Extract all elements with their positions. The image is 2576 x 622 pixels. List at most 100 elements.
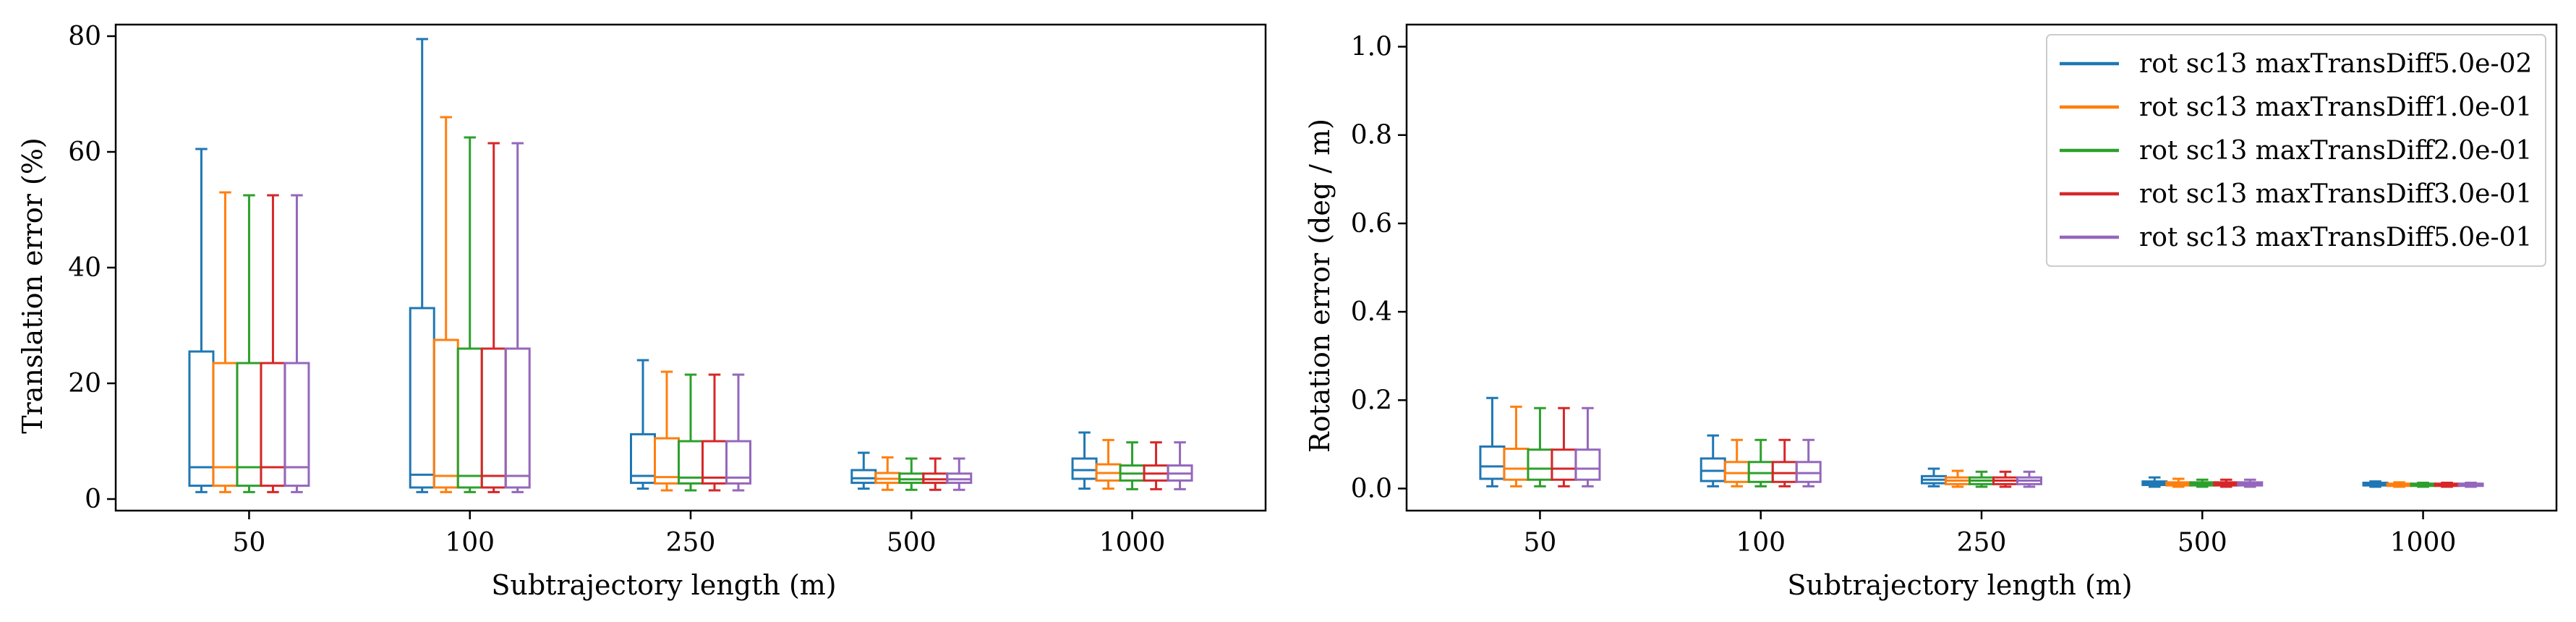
plot-frame	[1405, 23, 2558, 512]
box-plot	[2165, 477, 2192, 488]
box-plot	[188, 148, 215, 493]
x-tick-label: 500	[887, 528, 937, 558]
iqr-box	[898, 472, 925, 485]
box-plot	[2016, 470, 2042, 488]
box-plot	[409, 38, 435, 493]
box-plot	[1071, 431, 1098, 490]
box-plot	[480, 142, 507, 493]
iqr-box	[1574, 448, 1601, 481]
box-plot	[2410, 482, 2436, 488]
plot-marks: 0.0 0.2 0.4 0.6 0.8 1.0 50 100 250 500 1000	[1351, 33, 2484, 558]
box-plot	[850, 451, 877, 490]
x-axis-label: Subtrajectory length (m)	[1787, 569, 2132, 601]
box-plot	[456, 136, 483, 493]
y-tick-label: 80	[68, 22, 101, 51]
y-tick-label: 0.8	[1351, 121, 1392, 150]
box-plot	[212, 191, 239, 493]
box-plot	[236, 194, 263, 493]
y-tick-label: 20	[68, 369, 101, 399]
legend-entry-label: rot sc13 maxTransDiff1.0e-01	[2139, 93, 2532, 122]
legend: rot sc13 maxTransDiff5.0e-02 rot sc13 max…	[2046, 34, 2546, 267]
box-plot	[432, 116, 459, 493]
box-plot	[2213, 478, 2240, 488]
y-tick-label: 60	[68, 137, 101, 167]
box-plot	[2141, 476, 2168, 488]
iqr-box	[922, 472, 949, 485]
box-plot	[874, 456, 901, 491]
x-tick-label: 1000	[1099, 528, 1166, 558]
iqr-box	[850, 469, 877, 485]
box-plot	[2189, 478, 2216, 488]
box-plot	[2237, 478, 2264, 488]
box-plot	[1945, 469, 1971, 488]
iqr-box	[283, 362, 310, 487]
x-tick-label: 50	[1524, 528, 1557, 558]
box-plot	[1143, 441, 1169, 490]
legend-frame	[2046, 34, 2546, 267]
box-plot	[1095, 438, 1122, 490]
box-plot	[1503, 405, 1530, 487]
box-plot	[1551, 406, 1577, 487]
box-plot	[678, 373, 704, 492]
box-plot	[1969, 470, 1995, 488]
legend-entry-label: rot sc13 maxTransDiff2.0e-01	[2139, 136, 2532, 166]
box-plot	[1119, 441, 1146, 490]
iqr-box	[1699, 457, 1726, 482]
box-plot	[1723, 438, 1750, 487]
translation-error-plot: Translation error (%) Subtrajectory leng…	[17, 22, 1267, 601]
box-plot	[654, 370, 680, 492]
box-plot	[701, 373, 728, 492]
box-plot	[946, 457, 973, 491]
plot-marks: 0 20 40 60 80 50 100 250 500 1000	[68, 22, 1193, 558]
iqr-box	[480, 347, 507, 489]
y-tick-label: 1.0	[1351, 33, 1392, 62]
iqr-box	[1551, 448, 1577, 481]
box-plot	[283, 194, 310, 493]
y-tick-label: 40	[68, 253, 101, 283]
box-plot	[2386, 481, 2413, 488]
y-tick-label: 0	[85, 485, 101, 514]
box-plot	[2457, 482, 2484, 488]
x-tick-label: 500	[2178, 528, 2227, 558]
iqr-box	[456, 347, 483, 489]
legend-entry-label: rot sc13 maxTransDiff3.0e-01	[2139, 179, 2532, 209]
box-plot	[922, 457, 949, 491]
box-plot	[1479, 396, 1506, 487]
y-tick-label: 0.4	[1351, 297, 1392, 327]
iqr-box	[1527, 448, 1553, 481]
y-tick-label: 0.6	[1351, 209, 1392, 239]
x-tick-label: 250	[666, 528, 716, 558]
box-plot	[725, 373, 751, 492]
x-tick-label: 50	[233, 528, 266, 558]
x-tick-label: 1000	[2390, 528, 2457, 558]
plot-frame	[114, 23, 1267, 512]
y-axis-label: Translation error (%)	[17, 137, 48, 434]
box-plot	[1747, 438, 1774, 487]
iqr-box	[409, 307, 435, 489]
iqr-box	[1071, 457, 1098, 480]
box-plot	[260, 194, 286, 493]
iqr-box	[1795, 461, 1822, 483]
iqr-box	[432, 338, 459, 489]
iqr-box	[1479, 445, 1506, 480]
box-plot	[1992, 470, 2018, 488]
iqr-box	[946, 472, 973, 485]
y-tick-label: 0.2	[1351, 385, 1392, 415]
box-plot	[1795, 438, 1822, 487]
iqr-box	[504, 347, 531, 489]
y-axis-label: Rotation error (deg / m)	[1304, 119, 1336, 453]
iqr-box	[725, 440, 751, 485]
box-plot	[630, 359, 656, 490]
iqr-box	[1747, 461, 1774, 483]
x-tick-label: 100	[445, 528, 495, 558]
box-plot	[898, 457, 925, 491]
box-plot	[2362, 480, 2389, 488]
iqr-box	[1723, 461, 1750, 483]
legend-entry-label: rot sc13 maxTransDiff5.0e-02	[2139, 49, 2532, 79]
box-plot	[504, 142, 531, 493]
legend-entry-label: rot sc13 maxTransDiff5.0e-01	[2139, 223, 2532, 252]
box-plot	[1527, 406, 1553, 487]
box-plot	[1699, 434, 1726, 487]
rotation-error-plot: Rotation error (deg / m) Subtrajectory l…	[1304, 23, 2558, 601]
